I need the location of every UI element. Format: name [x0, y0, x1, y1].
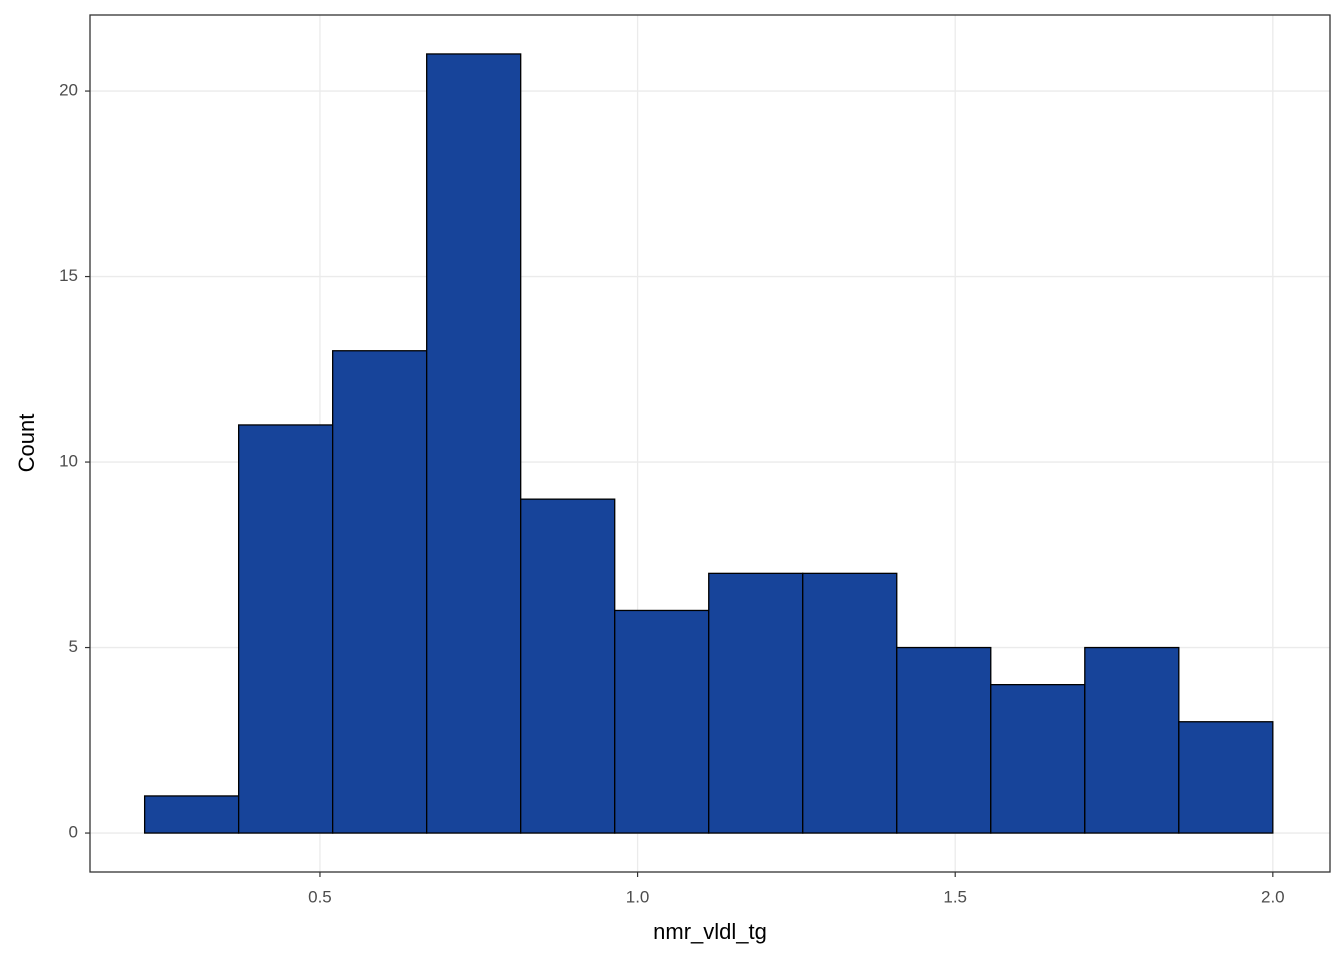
x-tick-label: 2.0	[1261, 887, 1285, 906]
x-axis-title: nmr_vldl_tg	[653, 919, 767, 944]
x-tick-label: 1.5	[943, 887, 967, 906]
y-tick-label: 0	[69, 823, 78, 842]
bar	[520, 498, 616, 834]
x-tick-label: 1.0	[626, 887, 650, 906]
bar	[896, 646, 992, 834]
bar	[143, 795, 240, 834]
bar	[1084, 646, 1180, 834]
x-tick-label: 0.5	[308, 887, 332, 906]
bar	[802, 572, 898, 834]
bar	[426, 53, 522, 834]
bar	[237, 424, 334, 834]
bar	[708, 572, 804, 834]
y-tick-label: 15	[59, 266, 78, 285]
bar	[990, 683, 1086, 834]
bar	[1178, 721, 1274, 834]
y-axis-title: Count	[14, 414, 39, 473]
bar	[332, 350, 428, 834]
panel-border	[89, 14, 1331, 873]
y-tick-label: 5	[69, 637, 78, 656]
bar	[614, 609, 710, 834]
y-tick-label: 10	[59, 452, 78, 471]
y-tick-label: 20	[59, 81, 78, 100]
